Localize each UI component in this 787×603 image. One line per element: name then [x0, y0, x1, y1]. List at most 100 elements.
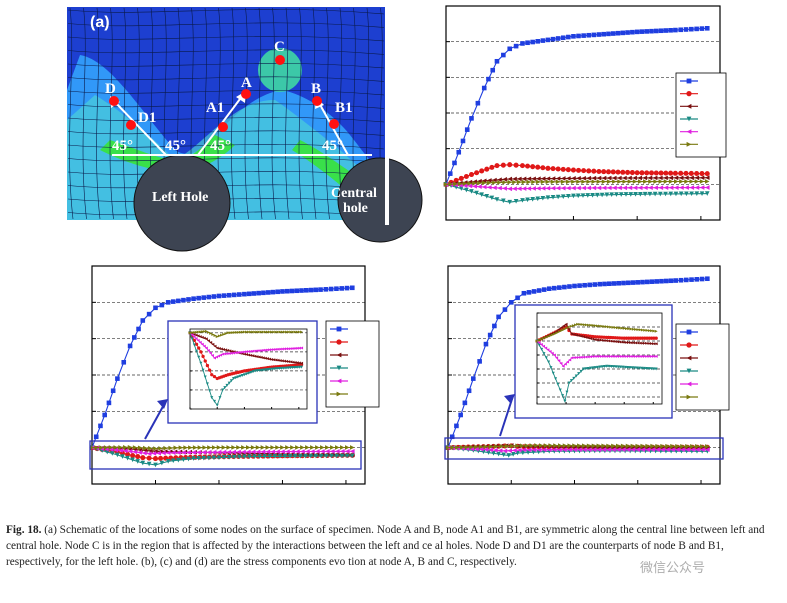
data-point-S22: [212, 399, 216, 403]
data-point-S23: [291, 346, 295, 350]
data-point-S23: [265, 348, 269, 352]
data-point-S11: [536, 288, 542, 293]
data-point-S33: [587, 323, 591, 327]
data-point-S23: [245, 350, 249, 354]
data-point-S23: [272, 347, 276, 351]
data-point-S33: [220, 333, 224, 337]
data-point-S13: [213, 344, 217, 348]
data-point-S23: [219, 353, 223, 357]
data-point-S22: [642, 366, 646, 370]
mesh-line: [67, 22, 385, 28]
data-point-S22: [247, 371, 251, 375]
data-point-S13: [645, 341, 649, 345]
data-point-S33: [618, 326, 622, 330]
data-point-S23: [250, 449, 256, 455]
data-point-S22: [196, 456, 201, 461]
data-point-S33: [188, 445, 193, 450]
inset-frame: [514, 304, 673, 419]
data-point-S23: [285, 347, 289, 351]
data-point-S23: [531, 186, 536, 191]
data-point-S13: [481, 178, 487, 184]
data-point-S22: [491, 450, 496, 456]
data-point-S13: [562, 324, 566, 328]
data-point-S13: [586, 175, 592, 181]
data-point-S33: [285, 445, 290, 450]
data-point-S22: [525, 450, 531, 455]
watermark: 微信公众号: [640, 561, 706, 576]
data-point-S22: [195, 349, 199, 353]
data-point-S11: [592, 282, 598, 287]
data-point-S33: [521, 179, 527, 185]
data-point-S23: [575, 356, 579, 360]
data-point-S22: [221, 455, 227, 460]
data-point-S33: [192, 330, 196, 334]
data-point-S33: [245, 445, 251, 450]
data-point-S33: [204, 329, 208, 333]
data-point-S22: [295, 365, 299, 369]
data-point-S22: [227, 381, 231, 385]
data-point-S23: [300, 449, 305, 454]
data-point-S23: [492, 185, 497, 191]
data-point-S23: [521, 186, 527, 191]
data-point-S33: [153, 446, 158, 451]
data-point-S33: [524, 443, 530, 448]
plot-frame: [189, 328, 308, 410]
data-point-S33: [287, 330, 291, 334]
data-point-S33: [653, 179, 658, 184]
data-point-S22: [558, 388, 562, 392]
data-point-S11: [668, 278, 674, 284]
node-d1: [126, 120, 136, 130]
data-point-S33: [515, 443, 520, 449]
data-point-S33: [582, 323, 586, 327]
data-point-S23: [194, 337, 198, 341]
data-point-S22: [267, 454, 273, 459]
data-point-S23: [217, 354, 221, 358]
chart-b: [443, 5, 727, 221]
mesh-line: [67, 144, 385, 150]
data-point-S11: [625, 30, 630, 35]
legend-box: [325, 320, 380, 408]
data-point-S33: [643, 179, 648, 184]
legend: [675, 72, 727, 158]
data-point-S22: [303, 453, 308, 459]
data-point-S33: [132, 445, 138, 450]
data-point-S13: [502, 177, 507, 182]
data-point-S22: [678, 191, 684, 197]
data-point-S23: [660, 447, 665, 452]
data-point-S12: [203, 359, 207, 363]
data-point-S12: [688, 170, 694, 176]
data-point-S23: [210, 353, 214, 357]
data-point-S13: [512, 176, 517, 182]
data-point-S33: [202, 329, 206, 333]
data-point-S22: [647, 191, 653, 197]
data-point-S11: [471, 376, 476, 381]
data-point-S13: [618, 340, 622, 344]
data-point-S33: [586, 443, 592, 449]
data-point-S22: [604, 192, 610, 198]
legend-marker-S13: [336, 352, 342, 358]
data-point-S11: [668, 27, 673, 33]
data-point-S33: [616, 326, 620, 330]
data-point-S33: [232, 331, 236, 335]
data-point-S33: [572, 443, 577, 448]
data-point-S33: [596, 443, 602, 449]
data-point-S22: [205, 382, 209, 386]
data-point-S11: [545, 37, 551, 43]
data-point-S11: [577, 283, 582, 288]
data-point-S23: [325, 449, 330, 454]
data-point-S12: [652, 336, 656, 340]
data-point-S23: [320, 449, 325, 454]
data-point-S13: [559, 326, 563, 330]
data-point-S33: [295, 445, 300, 450]
data-point-S22: [501, 452, 506, 458]
data-point-S11: [221, 293, 227, 298]
data-point-S33: [148, 446, 153, 451]
data-point-S23: [684, 185, 689, 190]
data-point-S12: [648, 170, 655, 176]
data-point-S23: [596, 185, 602, 191]
data-point-S22: [668, 191, 674, 197]
data-point-S12: [125, 451, 131, 457]
data-point-S22: [628, 192, 634, 197]
legend: [325, 320, 380, 408]
data-point-S22: [176, 457, 181, 463]
